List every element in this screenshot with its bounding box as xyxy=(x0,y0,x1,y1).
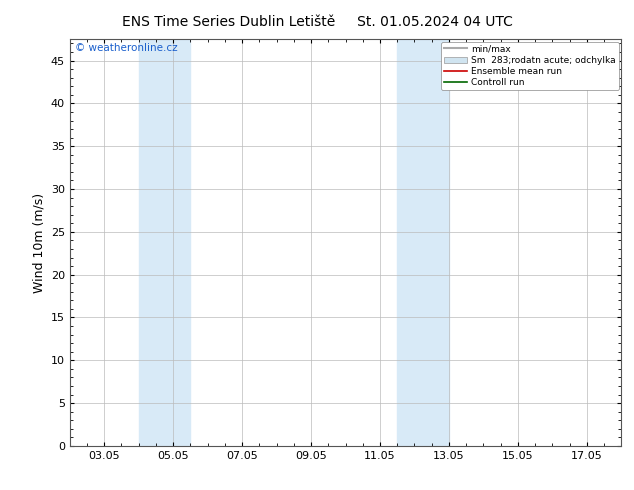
Text: © weatheronline.cz: © weatheronline.cz xyxy=(75,43,178,53)
Legend: min/max, Sm  283;rodatn acute; odchylka, Ensemble mean run, Controll run: min/max, Sm 283;rodatn acute; odchylka, … xyxy=(441,42,619,90)
Text: ENS Time Series Dublin Letiště     St. 01.05.2024 04 UTC: ENS Time Series Dublin Letiště St. 01.05… xyxy=(122,15,512,29)
Bar xyxy=(139,39,190,446)
Bar xyxy=(398,39,449,446)
Y-axis label: Wind 10m (m/s): Wind 10m (m/s) xyxy=(32,193,45,293)
